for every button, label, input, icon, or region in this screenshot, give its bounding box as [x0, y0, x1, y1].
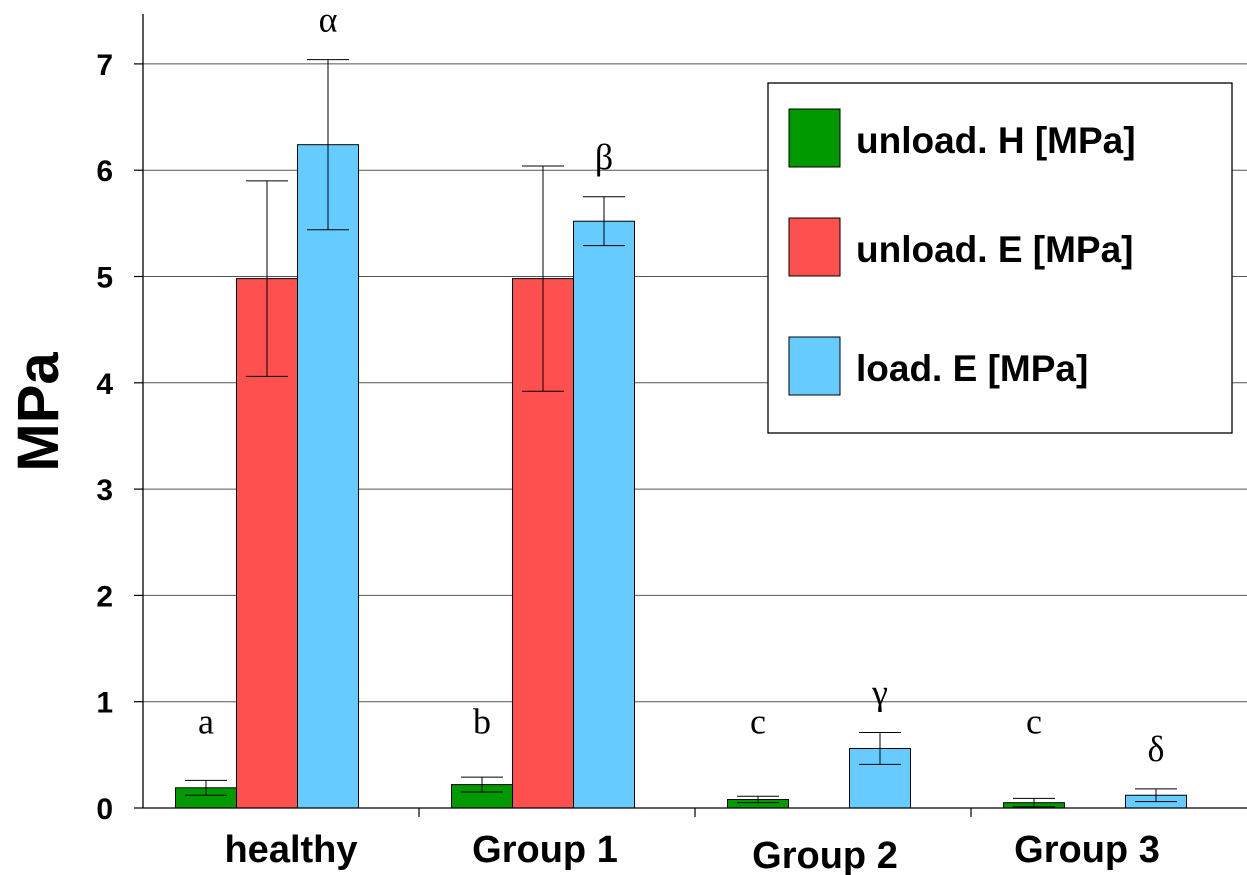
legend-swatch	[788, 336, 841, 396]
bar-group-1-series-2	[573, 220, 635, 809]
significance-label: c	[1026, 702, 1042, 742]
significance-label: α	[319, 0, 338, 40]
bar-healthy-series-2	[297, 144, 359, 809]
legend-swatch	[788, 108, 841, 168]
legend: unload. H [MPa] unload. E [MPa] load. E [M…	[767, 82, 1233, 434]
significance-label: δ	[1148, 729, 1165, 769]
significance-label: β	[595, 137, 613, 177]
x-category-label: Group 1	[472, 829, 618, 871]
y-tick-label: 1	[96, 687, 113, 720]
y-tick-label: 7	[96, 49, 113, 82]
y-tick-label: 4	[96, 368, 113, 401]
axes	[134, 14, 1247, 817]
y-tick-label: 0	[96, 793, 113, 826]
legend-box	[767, 82, 1233, 434]
y-tick-label: 6	[96, 155, 113, 188]
significance-label: b	[473, 702, 491, 742]
x-category-label: Group 3	[1014, 829, 1160, 871]
significance-label: γ	[871, 673, 888, 713]
x-category-label: Group 2	[752, 835, 898, 875]
axis-labels: 0 1 2 3 4 5 6 7 a α healthy b β Group 1 c γ Group 2 c δ Gro…	[96, 0, 1164, 875]
y-tick-label: 3	[96, 474, 113, 507]
legend-label: unload. H [MPa]	[856, 120, 1136, 161]
x-category-label: healthy	[224, 829, 357, 871]
y-tick-label: 2	[96, 580, 113, 613]
legend-swatch	[788, 217, 841, 277]
legend-label: unload. E [MPa]	[856, 229, 1134, 270]
y-axis-title: MPa	[6, 352, 71, 472]
y-tick-label: 5	[96, 262, 113, 295]
significance-label: a	[198, 702, 214, 742]
legend-label: load. E [MPa]	[856, 348, 1088, 389]
significance-label: c	[750, 702, 766, 742]
bars	[175, 59, 1187, 809]
